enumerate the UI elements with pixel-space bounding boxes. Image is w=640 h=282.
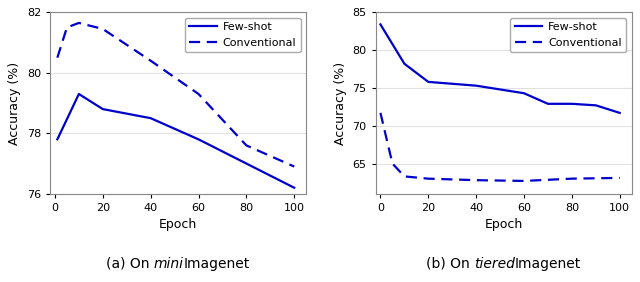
- Y-axis label: Accuracy (%): Accuracy (%): [8, 61, 21, 145]
- Text: Imagenet: Imagenet: [515, 257, 581, 271]
- X-axis label: Epoch: Epoch: [484, 218, 523, 231]
- Legend: Few-shot, Conventional: Few-shot, Conventional: [510, 18, 626, 52]
- Few-shot: [195, 138, 202, 141]
- Few-shot: [401, 62, 408, 65]
- Few-shot: [99, 107, 107, 111]
- Few-shot: [520, 92, 528, 95]
- Few-shot: [54, 138, 61, 141]
- Text: Imagenet: Imagenet: [184, 257, 250, 271]
- Few-shot: [376, 23, 384, 26]
- Few-shot: [424, 80, 432, 83]
- Text: (b) On: (b) On: [426, 257, 474, 271]
- Few-shot: [75, 92, 83, 96]
- Conventional: [616, 176, 623, 180]
- Few-shot: [243, 162, 250, 165]
- Conventional: [54, 56, 61, 60]
- Line: Conventional: Conventional: [58, 23, 294, 167]
- Conventional: [195, 92, 202, 96]
- Few-shot: [472, 84, 480, 87]
- Text: tiered: tiered: [474, 257, 515, 271]
- Conventional: [99, 27, 107, 31]
- Few-shot: [544, 102, 552, 105]
- Few-shot: [616, 111, 623, 114]
- Few-shot: [568, 102, 576, 105]
- Conventional: [472, 179, 480, 182]
- Few-shot: [147, 116, 154, 120]
- Text: mini: mini: [154, 257, 184, 271]
- Conventional: [75, 21, 83, 25]
- Conventional: [147, 59, 154, 62]
- Conventional: [243, 144, 250, 147]
- Conventional: [63, 26, 71, 29]
- Conventional: [568, 177, 576, 180]
- Line: Conventional: Conventional: [380, 113, 620, 181]
- Text: (a) On: (a) On: [106, 257, 154, 271]
- Conventional: [291, 165, 298, 168]
- Few-shot: [592, 103, 600, 107]
- Conventional: [520, 179, 528, 183]
- Legend: Few-shot, Conventional: Few-shot, Conventional: [185, 18, 301, 52]
- Y-axis label: Accuracy (%): Accuracy (%): [334, 61, 347, 145]
- Conventional: [424, 177, 432, 180]
- Few-shot: [291, 186, 298, 190]
- Line: Few-shot: Few-shot: [380, 25, 620, 113]
- X-axis label: Epoch: Epoch: [159, 218, 197, 231]
- Conventional: [376, 111, 384, 114]
- Conventional: [388, 162, 396, 165]
- Conventional: [401, 175, 408, 178]
- Line: Few-shot: Few-shot: [58, 94, 294, 188]
